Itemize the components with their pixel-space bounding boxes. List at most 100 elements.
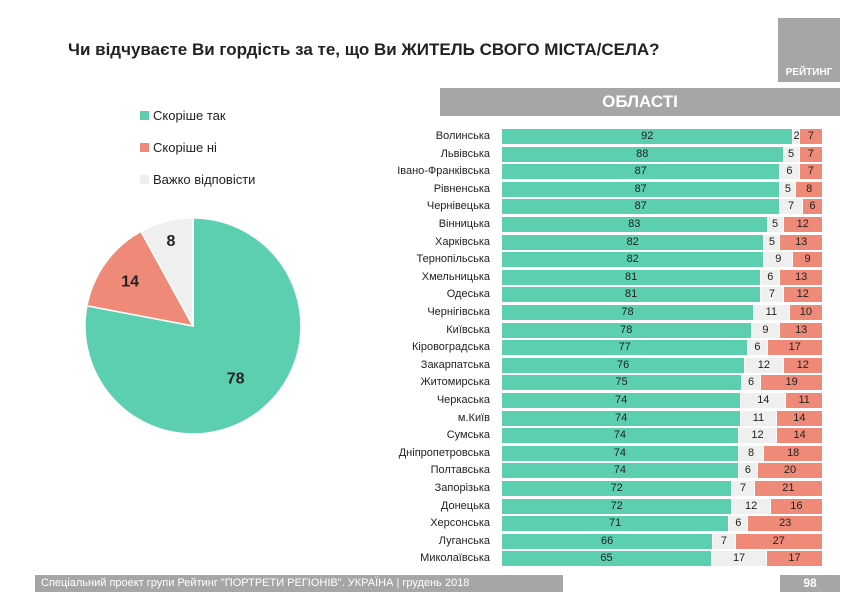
rating-logo: РЕЙТИНГ	[778, 18, 840, 82]
bar-segment: 77	[502, 340, 748, 356]
category-label: Донецька	[440, 499, 490, 512]
bar-segment: 10	[789, 305, 822, 320]
bar-segment: 8	[738, 445, 764, 461]
bar-segment: 72	[502, 498, 732, 514]
category-label: Хмельницька	[421, 270, 490, 283]
bar-segment: 74	[502, 445, 738, 461]
bar-segment: 71	[502, 516, 729, 532]
bar-segment: 7	[799, 129, 822, 144]
logo-text: РЕЙТИНГ	[785, 67, 833, 78]
legend-label: Скоріше ні	[153, 140, 217, 155]
category-label: Черкаська	[436, 394, 490, 406]
bar-segment: 7	[713, 533, 735, 549]
bar-segment: 12	[732, 498, 770, 514]
bar-segment: 65	[502, 551, 712, 567]
regions-header: ОБЛАСТІ	[440, 88, 840, 116]
category-label: Кіровоградська	[412, 341, 490, 354]
bar-row: Київська 78 9 13	[300, 322, 840, 338]
bar-segment: 74	[502, 428, 738, 444]
bar-segment: 6	[748, 340, 767, 356]
category-label: Житомирська	[420, 376, 490, 389]
bar-segment: 92	[502, 129, 793, 144]
bar-segment: 14	[777, 428, 822, 444]
bar-segment: 6	[802, 199, 822, 215]
bar-segment: 6	[761, 269, 780, 285]
bar-segment: 9	[751, 322, 780, 338]
legend-swatch	[140, 175, 149, 184]
bar-segment: 17	[712, 551, 767, 567]
bar-segment: 14	[776, 410, 822, 426]
bar-row: Харківська 82 5 13	[300, 234, 840, 250]
bar-segment: 11	[754, 305, 789, 320]
bar-row: Івано-Франківська 87 6 7	[300, 164, 840, 180]
bar-segment: 75	[502, 375, 741, 391]
bar-row: Херсонська 71 6 23	[300, 516, 840, 532]
bar-row: Донецька 72 12 16	[300, 498, 840, 514]
category-label: Чернівецька	[426, 200, 490, 213]
bar-row: Житомирська 75 6 19	[300, 375, 840, 391]
bar-segment: 18	[764, 445, 822, 461]
bar-segment: 81	[502, 269, 761, 285]
bar-row: Кіровоградська 77 6 17	[300, 340, 840, 356]
bar-segment: 13	[780, 322, 822, 338]
bar-segment: 21	[754, 481, 822, 496]
bar-segment: 87	[502, 164, 780, 180]
bar-row: Миколаївська 65 17 17	[300, 551, 840, 567]
bar-row: Луганська 66 7 27	[300, 533, 840, 549]
category-label: м.Київ	[457, 411, 490, 424]
bar-segment: 7	[780, 199, 802, 215]
bar-segment: 27	[735, 533, 822, 549]
category-label: Миколаївська	[420, 552, 490, 565]
category-label: Київська	[446, 323, 490, 336]
bar-segment: 9	[793, 252, 822, 268]
bar-segment: 12	[738, 428, 777, 444]
bar-segment: 78	[502, 305, 754, 320]
bar-segment: 12	[783, 357, 822, 373]
category-label: Дніпропетровська	[398, 446, 490, 459]
category-label: Сумська	[446, 429, 490, 442]
category-label: Запорізька	[434, 482, 490, 494]
bar-segment: 87	[502, 199, 780, 215]
bar-row: Львівська 88 5 7	[300, 146, 840, 162]
bar-segment: 87	[502, 181, 780, 197]
bar-segment: 16	[770, 498, 822, 514]
legend-swatch	[140, 111, 149, 120]
bar-segment: 74	[502, 393, 741, 408]
bar-segment: 7	[761, 287, 783, 303]
bar-segment: 12	[783, 287, 822, 303]
bar-segment: 88	[502, 146, 783, 162]
bar-segment: 5	[783, 146, 799, 162]
bar-segment: 17	[767, 551, 822, 567]
category-label: Рівненська	[433, 182, 490, 195]
bar-row: Тернопільська 82 9 9	[300, 252, 840, 268]
bar-row: Одеська 81 7 12	[300, 287, 840, 303]
category-label: Одеська	[446, 288, 490, 301]
pie-label: 78	[227, 371, 245, 388]
category-label: Тернопільська	[416, 253, 490, 266]
bar-row: Чернівецька 87 7 6	[300, 199, 840, 215]
question-title: Чи відчуваєте Ви гордість за те, що Ви Ж…	[68, 40, 660, 59]
bar-segment: 6	[729, 516, 748, 532]
legend-swatch	[140, 143, 149, 152]
bar-segment: 82	[502, 234, 764, 250]
legend-no: Скоріше ні	[140, 140, 217, 155]
bar-segment: 5	[780, 181, 796, 197]
bar-row: Сумська 74 12 14	[300, 428, 840, 444]
bar-segment: 72	[502, 481, 732, 496]
pie-slice	[86, 230, 195, 328]
page-number: 98	[780, 575, 840, 592]
category-label: Волинська	[435, 130, 490, 142]
footer: Спеціальний проект групи Рейтинг "ПОРТРЕ…	[35, 575, 563, 592]
bar-row: Дніпропетровська 74 8 18	[300, 445, 840, 461]
bar-segment: 7	[732, 481, 754, 496]
pie-slice	[139, 217, 194, 327]
bar-segment: 17	[767, 340, 822, 356]
bar-segment: 13	[780, 269, 822, 285]
bar-segment: 12	[783, 217, 822, 232]
bar-segment: 74	[502, 463, 738, 479]
bar-segment: 5	[767, 217, 783, 232]
bar-segment: 6	[742, 375, 761, 391]
bar-segment: 14	[741, 393, 786, 408]
bar-segment: 74	[502, 410, 741, 426]
